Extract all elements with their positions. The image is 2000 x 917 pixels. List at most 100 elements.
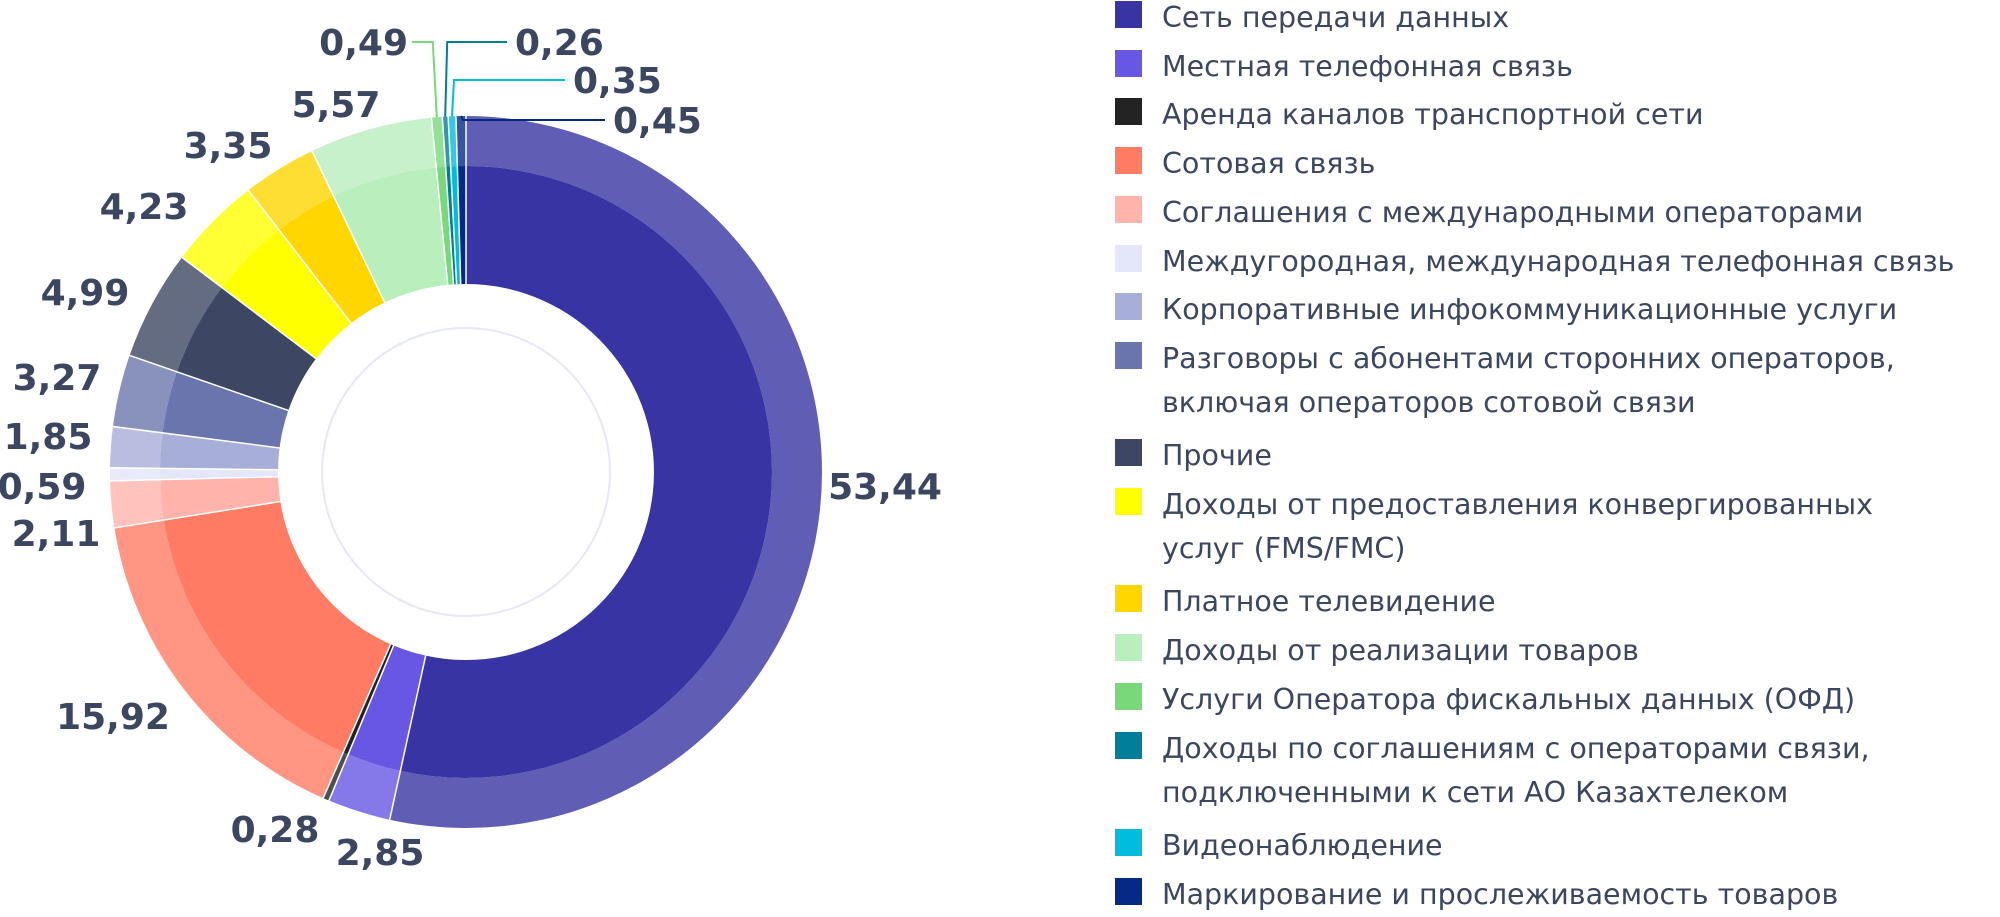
legend-label: Платное телевидение <box>1162 580 1496 624</box>
legend-label-line: услуг (FMS/FMC) <box>1162 532 1406 565</box>
legend-label: Междугородная, международная телефонная … <box>1162 240 1954 284</box>
data-label-14: 0,26 <box>515 23 604 64</box>
legend-item: Междугородная, международная телефонная … <box>1115 240 1954 284</box>
slice-separator-5 <box>114 500 281 529</box>
legend-label-line: Междугородная, международная телефонная … <box>1162 244 1955 278</box>
slice-9 <box>129 257 317 411</box>
slice-outer-2 <box>328 754 401 820</box>
slice-separator-9 <box>129 354 289 412</box>
legend-item: Услуги Оператора фискальных данных (ОФД) <box>1115 678 1855 722</box>
slice-outer-5 <box>110 479 164 528</box>
legend-item: Корпоративные инфокоммуникационные услуг… <box>1115 288 1897 332</box>
slice-inner-2 <box>348 645 426 771</box>
data-label-12: 5,57 <box>292 85 381 126</box>
legend-label: Сеть передачи данных <box>1162 0 1509 40</box>
slice-separator-8 <box>112 425 280 449</box>
slice-separator-4 <box>322 643 392 799</box>
legend-item: Видеонаблюдение <box>1115 824 1443 868</box>
legend-label-line: Доходы от предоставления конвергированны… <box>1162 488 1874 521</box>
slice-separator-10 <box>181 256 317 360</box>
legend-swatch <box>1115 488 1142 515</box>
legend-label: Видеонаблюдение <box>1162 824 1443 868</box>
slice-separator-14 <box>441 116 455 285</box>
legend-swatch <box>1115 147 1142 175</box>
slice-inner-14 <box>445 166 457 285</box>
slice-inner-9 <box>176 287 317 411</box>
slice-8 <box>112 355 289 448</box>
slice-outer-13 <box>431 116 446 168</box>
donut-chart: 53,44 2,85 0,28 15,92 2,11 0,59 1,85 3,27 4,99 4,… <box>0 23 942 874</box>
legend-label-line: Прочие <box>1162 439 1272 473</box>
legend-swatch <box>1115 585 1142 613</box>
data-label-10: 4,23 <box>100 187 189 228</box>
legend-item: Местная телефонная связь <box>1115 45 1573 89</box>
slice-2 <box>328 645 426 820</box>
legend-item: Сотовая связь <box>1115 142 1375 186</box>
data-label-8: 3,27 <box>13 358 102 399</box>
leader-line-16 <box>460 115 605 121</box>
legend-label: Сотовая связь <box>1162 142 1375 186</box>
legend-swatch <box>1115 828 1142 856</box>
legend-swatch <box>1115 98 1142 126</box>
data-label-3: 0,28 <box>231 810 320 851</box>
legend-label-line: подключенными к сети АО Казахтелеком <box>1162 775 1789 809</box>
legend-swatch <box>1115 341 1142 369</box>
data-label-4: 15,92 <box>56 697 170 738</box>
slice-11 <box>248 151 385 324</box>
slice-separator-13 <box>430 117 449 285</box>
legend-label: Доходы от реализации товаров <box>1162 629 1639 673</box>
legend-label: Доходы по соглашениям с операторами связ… <box>1162 727 1870 815</box>
legend-label-line: Аренда каналов транспортной сети <box>1162 98 1704 132</box>
slice-12 <box>312 117 448 303</box>
legend-label-line: Сотовая связь <box>1162 147 1376 181</box>
slice-4 <box>114 501 391 799</box>
slice-inner-16 <box>457 165 466 285</box>
slice-inner-7 <box>160 432 280 470</box>
leader-line-15 <box>451 79 565 117</box>
legend-label: Услуги Оператора фискальных данных (ОФД) <box>1162 678 1855 722</box>
slice-7 <box>110 426 280 470</box>
legend-label-line: Сеть передачи данных <box>1162 1 1510 34</box>
legend-label-line: Доходы от реализации товаров <box>1162 634 1639 668</box>
legend-item: Соглашения с международными операторами <box>1115 191 1863 235</box>
data-label-7: 1,85 <box>4 417 93 458</box>
slice-inner-11 <box>278 196 385 324</box>
slice-1 <box>389 116 822 828</box>
slice-separator-16 <box>455 116 462 285</box>
legend-label: Корпоративные инфокоммуникационные услуг… <box>1162 288 1897 332</box>
slice-inner-5 <box>160 476 281 521</box>
legend-swatch <box>1115 634 1142 662</box>
data-label-1: 53,44 <box>828 467 942 508</box>
slice-inner-1 <box>400 166 772 778</box>
legend-swatch <box>1115 1 1142 28</box>
slice-outer-3 <box>323 752 349 801</box>
legend-item: Платное телевидение <box>1115 580 1496 624</box>
legend-label: Местная телефонная связь <box>1162 45 1573 89</box>
legend-swatch <box>1115 682 1142 710</box>
slice-outer-10 <box>181 190 279 288</box>
legend-item: Доходы по соглашениям с операторами связ… <box>1115 727 1870 815</box>
data-label-13: 0,49 <box>319 23 408 64</box>
legend-label: Прочие <box>1162 434 1272 478</box>
slice-outer-11 <box>248 151 334 230</box>
slice-13 <box>431 116 454 285</box>
legend-item: Доходы от предоставления конвергированны… <box>1115 483 1873 571</box>
legend-label-line: Видеонаблюдение <box>1162 828 1443 862</box>
legend-label-line: Разговоры с абонентами сторонних операто… <box>1162 341 1895 375</box>
legend-label: Разговоры с абонентами сторонних операто… <box>1162 337 1895 425</box>
legend-label-line: Местная телефонная связь <box>1162 49 1573 83</box>
legend-swatch <box>1115 877 1142 905</box>
legend-swatch <box>1115 195 1142 223</box>
slice-inner-13 <box>436 166 454 285</box>
slice-separator-2 <box>388 655 427 820</box>
legend-item: Разговоры с абонентами сторонних операто… <box>1115 337 1895 425</box>
slice-outer-4 <box>114 520 344 799</box>
data-label-11: 3,35 <box>184 126 273 167</box>
slice-separator-12 <box>311 150 386 303</box>
data-label-16: 0,45 <box>613 101 702 142</box>
data-label-6: 0,59 <box>0 467 86 508</box>
slice-inner-4 <box>163 501 391 753</box>
legend-label-line: Маркирование и прослеживаемость товаров <box>1162 877 1839 911</box>
legend-item: Маркирование и прослеживаемость товаров <box>1115 873 1838 917</box>
slice-separator-11 <box>247 189 352 324</box>
